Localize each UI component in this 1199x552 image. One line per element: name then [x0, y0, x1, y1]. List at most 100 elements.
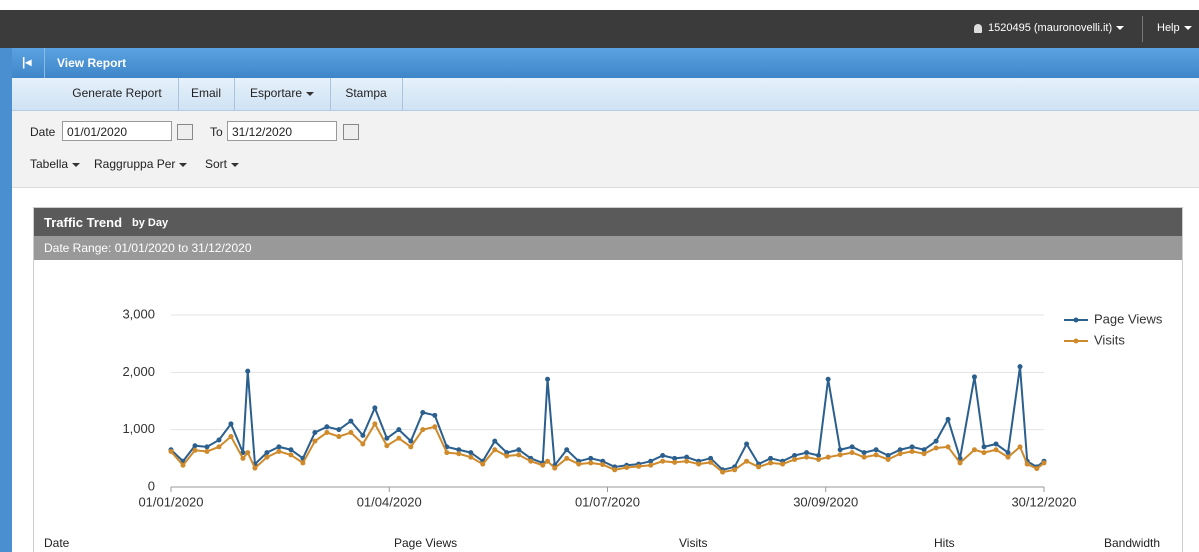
data-point	[276, 448, 282, 454]
data-point	[792, 452, 798, 458]
data-point	[384, 443, 390, 449]
separator	[1142, 16, 1143, 42]
data-point	[816, 452, 822, 458]
data-point	[897, 447, 903, 453]
data-point	[660, 458, 666, 464]
data-point	[744, 458, 750, 464]
data-point	[804, 454, 810, 460]
data-point	[861, 454, 867, 460]
data-point	[660, 452, 666, 458]
x-tick-label: 01/01/2020	[138, 494, 203, 509]
data-point	[324, 430, 330, 436]
user-menu[interactable]: 1520495 (mauronovelli.it)	[988, 22, 1124, 34]
data-point	[849, 450, 855, 456]
legend-label: Visits	[1094, 332, 1125, 347]
toolbar-button[interactable]: Email	[178, 78, 235, 110]
panel-header: Traffic Trend by Day	[34, 208, 1182, 236]
data-point	[1005, 450, 1011, 456]
data-point	[528, 458, 534, 464]
data-point	[837, 452, 843, 458]
data-point	[216, 437, 222, 443]
data-point	[708, 455, 714, 461]
data-point	[348, 430, 354, 436]
data-point	[264, 454, 270, 460]
data-point	[168, 448, 174, 454]
data-point	[408, 438, 414, 444]
data-point	[420, 409, 426, 415]
top-bar: 1520495 (mauronovelli.it) Help	[0, 10, 1199, 48]
data-point	[456, 447, 462, 453]
data-point	[492, 438, 498, 444]
data-point	[873, 447, 879, 453]
data-point	[612, 467, 618, 473]
date-from-input[interactable]: 01/01/2020	[62, 121, 172, 141]
toolbar-button[interactable]: Stampa	[330, 78, 403, 110]
data-point	[1024, 461, 1030, 467]
data-point	[504, 453, 510, 459]
data-point	[921, 451, 927, 457]
data-point	[468, 450, 474, 456]
data-point	[300, 460, 306, 466]
date-to-input[interactable]: 31/12/2020	[227, 121, 337, 141]
data-point	[576, 461, 582, 467]
title-bar: |◂ View Report	[12, 48, 1199, 78]
x-tick-label: 01/07/2020	[575, 494, 640, 509]
data-point	[360, 432, 366, 438]
data-point	[885, 456, 891, 462]
data-point	[696, 461, 702, 467]
data-point	[873, 452, 879, 458]
data-point	[348, 418, 354, 424]
data-point	[971, 374, 977, 380]
help-menu[interactable]: Help	[1157, 22, 1192, 34]
menu[interactable]: Sort	[205, 157, 239, 171]
menu[interactable]: Tabella	[30, 157, 80, 171]
data-point	[540, 462, 546, 468]
column-header: Bandwidth	[1104, 536, 1161, 550]
calendar-button[interactable]	[343, 124, 359, 140]
data-point	[516, 447, 522, 453]
data-point	[981, 444, 987, 450]
data-point	[1017, 364, 1023, 370]
x-tick-label: 30/12/2020	[1011, 494, 1076, 509]
data-point	[921, 447, 927, 453]
data-point	[228, 434, 234, 440]
data-point	[780, 461, 786, 467]
data-point	[516, 452, 522, 458]
data-point	[432, 424, 438, 430]
date-label: Date	[30, 125, 56, 139]
y-tick-label: 3,000	[122, 306, 155, 321]
data-point	[228, 421, 234, 427]
legend-marker	[1073, 338, 1079, 344]
data-point	[708, 459, 714, 465]
data-point	[768, 460, 774, 466]
separator	[44, 48, 45, 78]
side-strip	[0, 48, 12, 552]
data-point	[468, 454, 474, 460]
data-point	[420, 427, 426, 433]
data-point	[245, 450, 251, 456]
calendar-button[interactable]	[177, 124, 193, 140]
data-point	[909, 448, 915, 454]
data-point	[600, 458, 606, 464]
data-point	[180, 462, 186, 468]
data-point	[1005, 454, 1011, 460]
data-point	[552, 465, 558, 471]
data-point	[240, 450, 246, 456]
data-point	[672, 459, 678, 465]
date-range: Date Range: 01/01/2020 to 31/12/2020	[44, 241, 252, 255]
collapse-icon[interactable]: |◂	[22, 55, 32, 69]
menu[interactable]: Raggruppa Per	[94, 157, 187, 171]
data-point	[588, 455, 594, 461]
data-point	[408, 444, 414, 450]
toolbar-button[interactable]: Esportare	[234, 78, 331, 110]
data-point	[312, 430, 318, 436]
data-point	[492, 447, 498, 453]
data-point	[1034, 466, 1040, 472]
data-point	[336, 427, 342, 433]
data-point	[933, 438, 939, 444]
data-point	[372, 421, 378, 427]
data-point	[252, 465, 258, 471]
data-point	[204, 444, 210, 450]
data-point	[945, 416, 951, 422]
toolbar-button[interactable]: Generate Report	[56, 78, 179, 110]
